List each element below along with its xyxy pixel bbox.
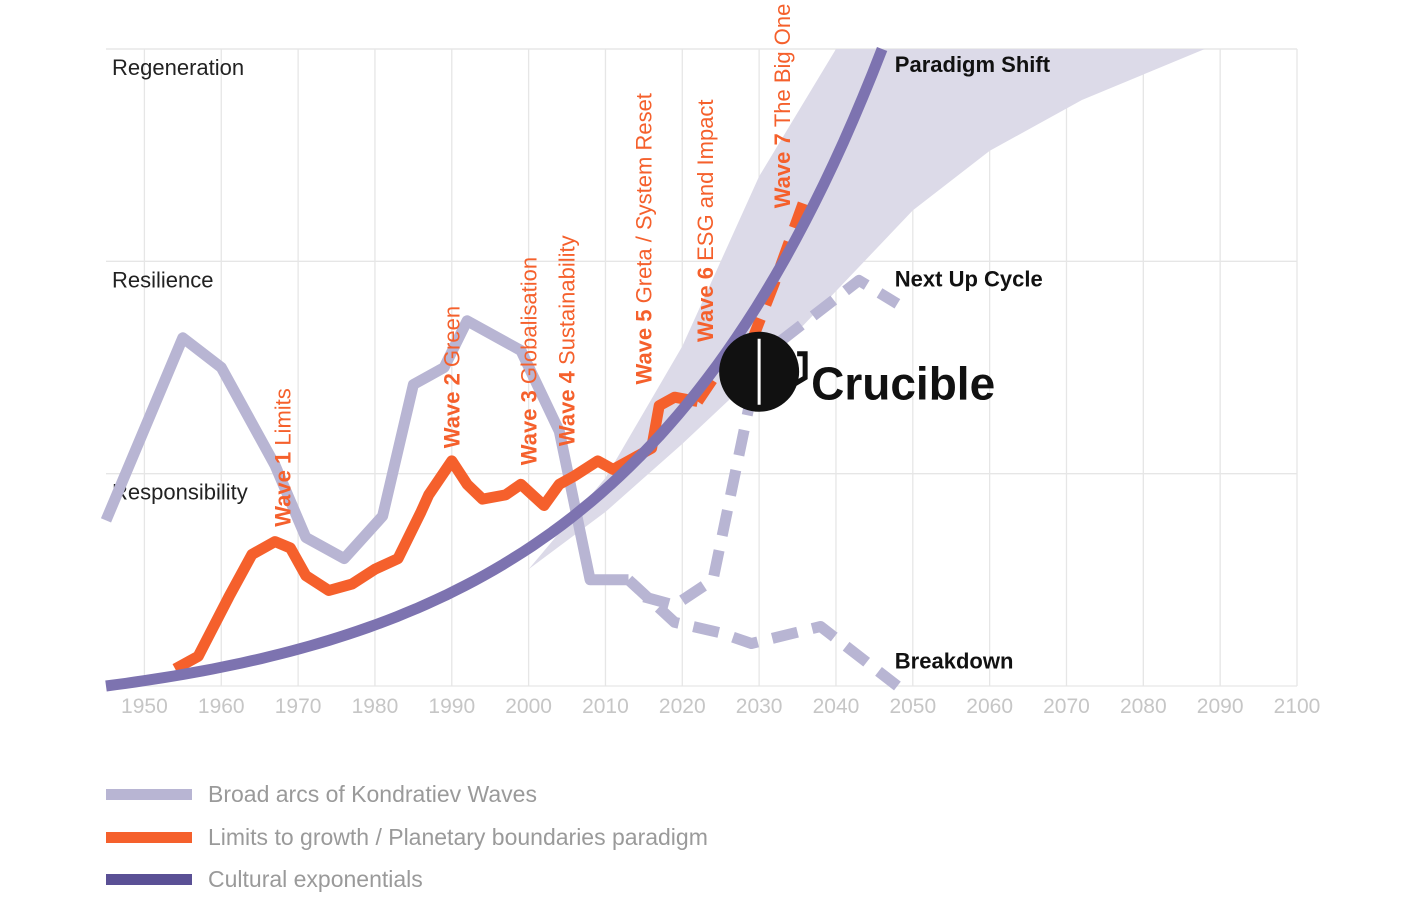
x-tick-label: 1980 — [352, 695, 399, 718]
crucible-handle — [793, 351, 808, 386]
wave-label-desc: Limits — [270, 388, 295, 445]
x-tick-label: 1960 — [198, 695, 245, 718]
legend-label-limits: Limits to growth / Planetary boundaries … — [208, 823, 708, 850]
legend-label-cultural: Cultural exponentials — [208, 866, 423, 892]
x-tick-label: 1990 — [428, 695, 475, 718]
level-labels: Regeneration Resilience Responsibility — [112, 55, 248, 505]
wave-label-3: Wave 3 Globalisation — [516, 257, 541, 465]
annotations: Paradigm Shift Next Up Cycle Breakdown — [895, 52, 1051, 674]
wave-label-number: Wave 2 — [440, 367, 465, 448]
wave-label-desc: The Big One — [770, 4, 795, 128]
wave-labels: Wave 1 Limits Wave 2 Green Wave 3 Globalis… — [270, 4, 795, 527]
wave-label-number: Wave 1 — [270, 446, 295, 527]
legend-swatch-limits — [106, 831, 192, 843]
outcome-band — [528, 49, 1205, 570]
x-tick-label: 2100 — [1274, 695, 1321, 718]
wave-label-5: Wave 5 Greta / System Reset — [632, 93, 657, 384]
level-label: Resilience — [112, 267, 214, 292]
x-tick-label: 2070 — [1043, 695, 1090, 718]
x-tick-label: 1950 — [121, 695, 168, 718]
wave-label-number: Wave 5 — [632, 303, 657, 384]
wave-label-number: Wave 7 — [770, 127, 795, 208]
wave-label-number: Wave 6 — [693, 261, 718, 342]
level-label: Regeneration — [112, 55, 244, 80]
wave-label-desc: ESG and Impact — [693, 99, 718, 260]
x-tick-label: 2010 — [582, 695, 629, 718]
crucible: Crucible — [719, 331, 995, 412]
x-tick-label: 2040 — [813, 695, 860, 718]
annotation-label: Paradigm Shift — [895, 52, 1051, 77]
annotation-label: Breakdown — [895, 649, 1014, 674]
annotation-label: Next Up Cycle — [895, 266, 1043, 291]
x-tick-label: 2060 — [966, 695, 1013, 718]
x-tick-label: 2090 — [1197, 695, 1244, 718]
wave-label-number: Wave 3 — [516, 384, 541, 465]
x-tick-label: 2030 — [736, 695, 783, 718]
legend-swatch-kondratiev — [106, 789, 192, 800]
x-tick-label: 1970 — [275, 695, 322, 718]
x-tick-label: 2050 — [889, 695, 936, 718]
level-label: Responsibility — [112, 480, 248, 505]
wave-label-2: Wave 2 Green — [440, 306, 465, 448]
wave-label-desc: Sustainability — [555, 235, 580, 365]
series-line-5 — [105, 46, 888, 692]
legend-swatch-cultural — [106, 874, 192, 885]
wave-label-desc: Globalisation — [516, 257, 541, 384]
series-line-2 — [624, 575, 901, 691]
wave-label-7: Wave 7 The Big One — [770, 4, 795, 209]
outcome-band-area — [528, 49, 1205, 570]
series-line-3 — [172, 391, 699, 674]
x-tick-label: 2080 — [1120, 695, 1167, 718]
wave-label-1: Wave 1 Limits — [270, 388, 295, 527]
wave-label-desc: Greta / System Reset — [632, 93, 657, 303]
wave-label-number: Wave 4 — [555, 365, 580, 446]
series-line-0 — [100, 315, 629, 586]
wave-label-4: Wave 4 Sustainability — [555, 235, 580, 446]
x-tick-label: 2000 — [505, 695, 552, 718]
x-axis: 1950 1960 1970 1980 1990 2000 2010 2020 2030 2040… — [121, 695, 1320, 718]
wave-label-6: Wave 6 ESG and Impact — [693, 99, 718, 342]
x-tick-label: 2020 — [659, 695, 706, 718]
legend-label-kondratiev: Broad arcs of Kondratiev Waves — [208, 781, 537, 807]
crucible-label: Crucible — [811, 358, 995, 410]
wave-label-desc: Green — [440, 306, 465, 367]
